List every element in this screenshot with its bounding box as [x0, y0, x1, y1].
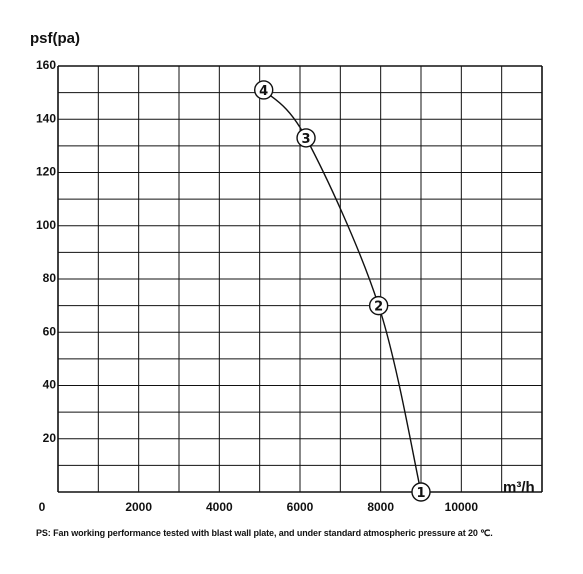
point-marker [296, 128, 316, 148]
points-layer: 4 3 2 1 [254, 80, 431, 502]
curve-layer [263, 89, 422, 493]
x-tick-label: 2000 [125, 500, 152, 514]
point-label: 1 [416, 486, 425, 501]
footnote: PS: Fan working performance tested with … [36, 528, 493, 538]
x-tick-label: 6000 [287, 500, 314, 514]
point-marker [411, 482, 431, 502]
point-marker [254, 80, 274, 100]
x-tick-label: 0 [39, 500, 46, 514]
x-tick-label: 4000 [206, 500, 233, 514]
data-point: 1 [411, 482, 431, 502]
x-tick-label: 8000 [367, 500, 394, 514]
y-tick-label: 20 [43, 431, 57, 445]
y-tick-label: 60 [43, 324, 57, 338]
x-axis-title: m³/h [503, 479, 535, 496]
point-label: 4 [259, 84, 268, 99]
series-line [263, 89, 422, 493]
y-tick-label: 100 [36, 218, 56, 232]
tick-labels: 0 2000 4000 6000 8000 10000 20 40 60 80 100 120 140 1… [36, 58, 478, 514]
y-tick-label: 80 [43, 271, 57, 285]
point-label: 3 [302, 132, 311, 147]
x-tick-label: 10000 [445, 500, 479, 514]
data-point: 3 [296, 128, 316, 148]
y-tick-label: 160 [36, 58, 56, 72]
point-label: 2 [374, 300, 383, 315]
chart-grid [57, 65, 543, 493]
y-axis-title: psf(pa) [30, 30, 80, 47]
data-point: 4 [254, 80, 274, 100]
y-tick-label: 40 [43, 378, 57, 392]
data-point: 2 [368, 295, 389, 316]
y-tick-label: 120 [36, 165, 56, 179]
y-tick-label: 140 [36, 111, 56, 125]
point-marker [368, 295, 389, 316]
